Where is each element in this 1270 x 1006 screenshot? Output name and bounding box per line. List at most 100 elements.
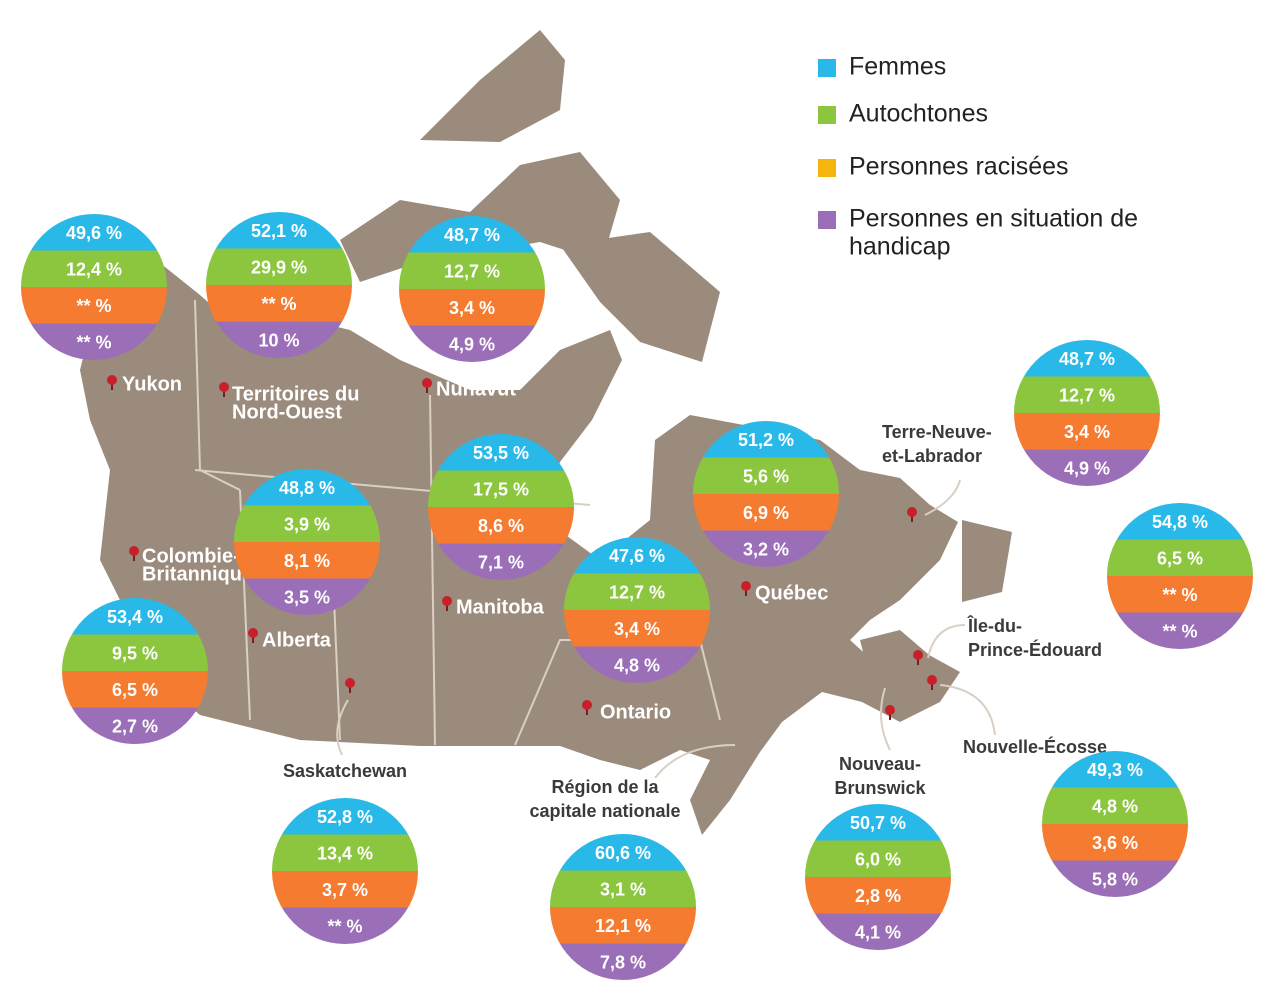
- legend-swatch: [818, 211, 836, 229]
- band-value: 6,5 %: [112, 680, 158, 700]
- legend-swatch: [818, 159, 836, 177]
- band: [234, 542, 380, 579]
- band: [206, 248, 352, 285]
- band-value: 5,6 %: [743, 467, 789, 487]
- band-value: 4,8 %: [1092, 797, 1138, 817]
- region-circle: 52,8 % 13,4 % 3,7 % ** %: [272, 798, 418, 944]
- band-value: 53,4 %: [107, 607, 163, 627]
- band-value: ** %: [1162, 585, 1197, 605]
- region-circle: 52,1 % 29,9 % ** % 10 %: [206, 212, 352, 358]
- region-label: Alberta: [262, 629, 332, 651]
- region-circle: 47,6 % 12,7 % 3,4 % 4,8 %: [564, 537, 710, 683]
- region-circle: 53,4 % 9,5 % 6,5 % 2,7 %: [62, 598, 208, 744]
- pin: [913, 650, 923, 660]
- land: [80, 30, 1012, 835]
- band: [1014, 376, 1160, 413]
- band-value: 4,9 %: [1064, 459, 1110, 479]
- legend-swatch: [818, 59, 836, 77]
- region-label: Britannique: [142, 563, 253, 585]
- band-value: 12,1 %: [595, 916, 651, 936]
- band: [272, 871, 418, 908]
- band: [805, 877, 951, 914]
- region-circle: 49,6 % 12,4 % ** % ** %: [21, 214, 167, 360]
- band-value: 12,7 %: [1059, 386, 1115, 406]
- legend-label: Personnes en situation de: [849, 205, 1138, 233]
- region-circle: 60,6 % 3,1 % 12,1 % 7,8 %: [550, 834, 696, 980]
- band: [428, 470, 574, 507]
- band-value: 12,4 %: [66, 260, 122, 280]
- band: [234, 505, 380, 542]
- band-value: 12,7 %: [444, 262, 500, 282]
- leader-line: [336, 699, 349, 756]
- band-value: 49,6 %: [66, 223, 122, 243]
- leader-line: [924, 479, 961, 516]
- pin: [107, 375, 117, 385]
- band-value: ** %: [261, 294, 296, 314]
- band-value: 54,8 %: [1152, 512, 1208, 532]
- band: [693, 494, 839, 531]
- pin: [907, 507, 917, 517]
- band-value: 3,6 %: [1092, 833, 1138, 853]
- band: [1042, 787, 1188, 824]
- band-value: 3,2 %: [743, 540, 789, 560]
- region-label: Saskatchewan: [283, 761, 407, 781]
- band-value: 52,8 %: [317, 807, 373, 827]
- region-circle: 48,7 % 12,7 % 3,4 % 4,9 %: [399, 216, 545, 362]
- band-value: 3,4 %: [614, 619, 660, 639]
- band-value: 47,6 %: [609, 546, 665, 566]
- band: [62, 671, 208, 708]
- band-value: 3,9 %: [284, 515, 330, 535]
- band: [428, 507, 574, 544]
- region-label: Manitoba: [456, 596, 545, 618]
- region-label: Yukon: [122, 373, 182, 395]
- band-value: 50,7 %: [850, 813, 906, 833]
- pin: [741, 581, 751, 591]
- band-value: 3,4 %: [449, 298, 495, 318]
- region-circle: 53,5 % 17,5 % 8,6 % 7,1 %: [428, 434, 574, 580]
- band-value: 6,0 %: [855, 850, 901, 870]
- band: [399, 252, 545, 289]
- leader-line: [654, 744, 736, 779]
- pin: [129, 546, 139, 556]
- band: [62, 634, 208, 671]
- leader-line: [927, 624, 966, 659]
- band-value: ** %: [1162, 622, 1197, 642]
- legend-label: Femmes: [849, 53, 946, 81]
- band-value: 51,2 %: [738, 430, 794, 450]
- band-value: 9,5 %: [112, 644, 158, 664]
- band: [1042, 824, 1188, 861]
- band-value: 4,9 %: [449, 335, 495, 355]
- pin: [422, 378, 432, 388]
- band-value: 8,6 %: [478, 516, 524, 536]
- legend-label: Autochtones: [849, 100, 988, 128]
- band: [206, 285, 352, 322]
- region-label: Nouveau-: [839, 754, 921, 774]
- band-value: 7,8 %: [600, 953, 646, 973]
- band-value: ** %: [76, 333, 111, 353]
- pin: [219, 382, 229, 392]
- region-label: capitale nationale: [529, 801, 680, 821]
- region-label: Territoires du: [232, 383, 359, 405]
- region-label: Québec: [755, 582, 828, 604]
- band: [1107, 539, 1253, 576]
- region-circle: 48,7 % 12,7 % 3,4 % 4,9 %: [1014, 340, 1160, 486]
- band: [564, 610, 710, 647]
- leader-line: [880, 687, 891, 751]
- pin: [442, 596, 452, 606]
- region-label: Nunavut: [436, 378, 516, 400]
- band-value: 53,5 %: [473, 443, 529, 463]
- region-label: Colombie-: [142, 545, 240, 567]
- band-value: 48,7 %: [444, 225, 500, 245]
- band-value: 3,1 %: [600, 880, 646, 900]
- band-value: 6,5 %: [1157, 549, 1203, 569]
- leader-line: [939, 684, 996, 736]
- band-value: ** %: [76, 296, 111, 316]
- pin: [927, 675, 937, 685]
- band-value: 10 %: [258, 331, 299, 351]
- band: [1014, 413, 1160, 450]
- band-value: 3,7 %: [322, 880, 368, 900]
- band-value: ** %: [327, 917, 362, 937]
- band: [550, 870, 696, 907]
- band: [272, 834, 418, 871]
